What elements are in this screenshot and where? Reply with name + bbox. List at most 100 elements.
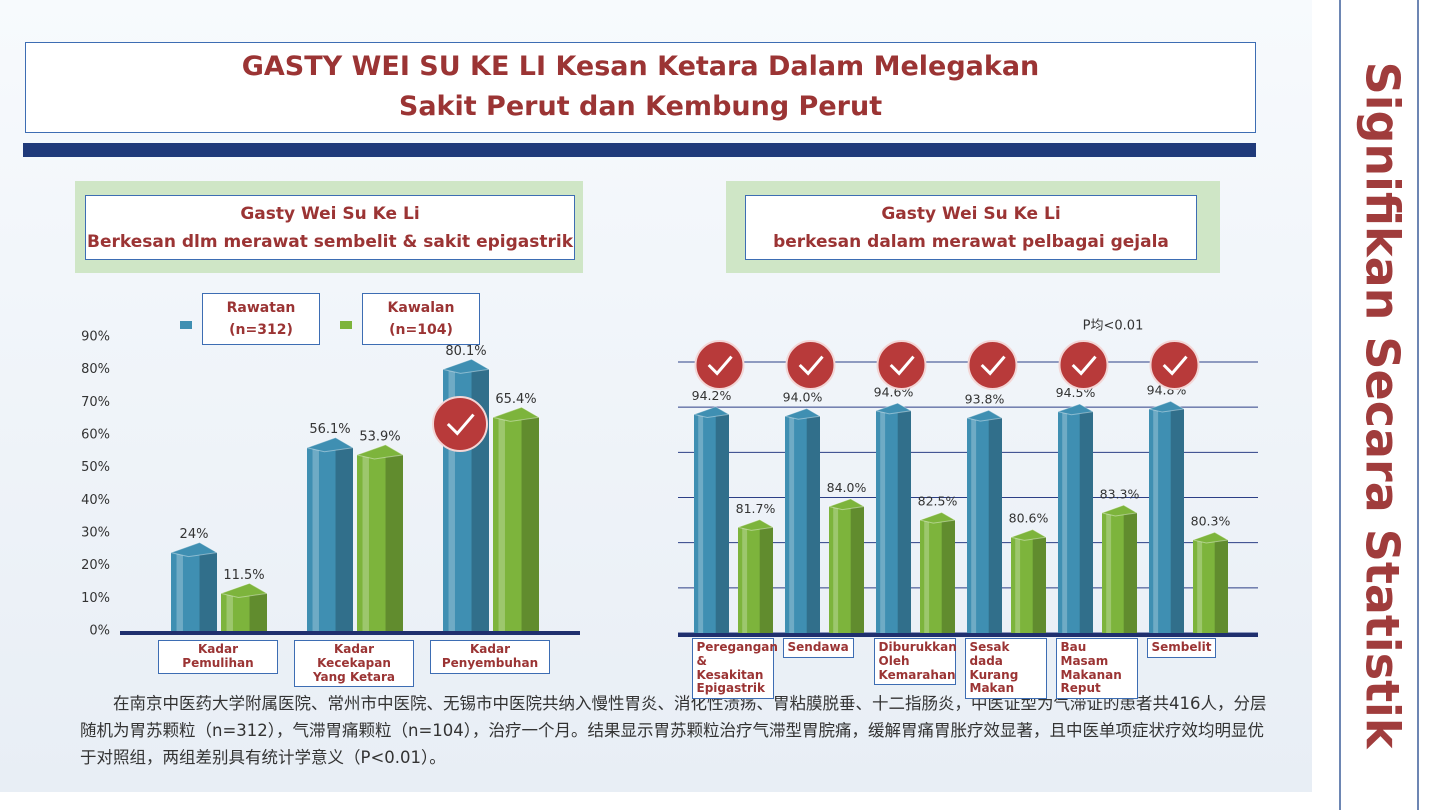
- bar: [221, 593, 267, 631]
- y-tick-label: 0%: [89, 624, 110, 639]
- legend-label: Kawalan (n=104): [362, 293, 480, 345]
- bar-side: [988, 418, 1002, 633]
- bar-cap: [783, 407, 822, 420]
- check-badge: [876, 340, 927, 390]
- bar-shine: [833, 506, 839, 633]
- value-label: 53.9%: [359, 429, 400, 444]
- bar-side: [759, 527, 773, 633]
- bar-shine: [1153, 408, 1159, 633]
- bar-shine: [742, 527, 748, 633]
- bar-cap: [169, 541, 219, 558]
- bar-side: [335, 447, 353, 631]
- panel-subtitle: berkesan dalam merawat pelbagai gejala: [773, 232, 1169, 252]
- panel-title: Gasty Wei Su Ke Li: [881, 204, 1061, 224]
- value-label: 56.1%: [309, 422, 350, 437]
- bar-cap: [1147, 400, 1186, 413]
- bar: [1193, 539, 1228, 633]
- bar-cap: [219, 582, 269, 598]
- annotation: P均<0.01: [1083, 319, 1144, 334]
- bar: [1102, 512, 1137, 633]
- bar-cap: [305, 437, 355, 453]
- y-tick-label: 30%: [81, 526, 110, 541]
- bar: [694, 414, 729, 633]
- category-label: Kadar Penyembuhan: [430, 640, 550, 674]
- bar-side: [1032, 537, 1046, 633]
- bar-shine: [176, 552, 183, 631]
- bar: [829, 506, 864, 633]
- bar-shine: [924, 520, 930, 633]
- check-badge: [694, 340, 745, 390]
- category-label: Diburukkan Oleh Kemarahan: [873, 638, 957, 686]
- y-tick-label: 90%: [81, 330, 110, 345]
- value-label: 80.1%: [445, 344, 486, 359]
- bar: [1058, 411, 1093, 633]
- divider-bar: [23, 143, 1256, 157]
- value-label: 11.5%: [223, 568, 264, 583]
- y-tick-label: 60%: [81, 428, 110, 443]
- value-label: 65.4%: [495, 392, 536, 407]
- value-label: 84.0%: [827, 480, 867, 495]
- bar: [171, 552, 217, 631]
- bar-side: [521, 417, 539, 631]
- bar-side: [897, 410, 911, 633]
- bar-cap: [1056, 403, 1095, 416]
- bar: [967, 418, 1002, 633]
- bar-side: [806, 416, 820, 633]
- check-badge: [1058, 340, 1109, 390]
- bar-shine: [498, 417, 505, 631]
- y-tick-label: 20%: [81, 558, 110, 573]
- value-label: 94.0%: [783, 390, 823, 405]
- category-label: Bau Masam Makanan Reput: [1055, 638, 1138, 700]
- legend-label: Rawatan (n=312): [202, 293, 320, 345]
- check-mark: [889, 355, 915, 376]
- category-label: Kadar Kecekapan Yang Ketara: [294, 640, 414, 688]
- bar: [1011, 537, 1046, 633]
- value-label: 81.7%: [736, 501, 776, 516]
- bar-shine: [362, 454, 369, 631]
- bar: [876, 410, 911, 633]
- bar-cap: [874, 402, 913, 415]
- check-mark: [1162, 355, 1188, 376]
- bar-cap: [1191, 531, 1230, 544]
- bar-side: [199, 552, 217, 631]
- note-paragraph: 在南京中医药大学附属医院、常州市中医院、无锡市中医院共纳入慢性胃炎、消化性溃疡、…: [80, 694, 1267, 767]
- check-mark: [1071, 355, 1097, 376]
- value-label: 82.5%: [918, 494, 958, 509]
- bar: [1149, 408, 1184, 633]
- bar-side: [1214, 539, 1228, 633]
- title-box: GASTY WEI SU KE LI Kesan Ketara Dalam Me…: [25, 42, 1256, 133]
- check-mark: [707, 355, 733, 376]
- check-mark: [798, 355, 824, 376]
- bar-cap: [1009, 528, 1048, 541]
- bar-shine: [226, 593, 233, 631]
- bar-cap: [441, 358, 491, 374]
- check-mark: [980, 355, 1006, 376]
- title-line: Sakit Perut dan Kembung Perut: [398, 91, 883, 122]
- category-label: Peregangan & Kesakitan Epigastrik: [691, 638, 778, 700]
- bar-side: [249, 593, 267, 631]
- check-badge: [785, 340, 836, 390]
- value-label: 24%: [180, 527, 209, 542]
- category-label: Sesak dada Kurang Makan: [964, 638, 1047, 700]
- bar-side: [1079, 411, 1093, 633]
- bar-cap: [491, 406, 541, 422]
- bar-side: [850, 506, 864, 633]
- y-tick-label: 40%: [81, 493, 110, 508]
- bar-cap: [827, 498, 866, 511]
- check-badge: [1149, 340, 1200, 390]
- bar-cap: [1100, 504, 1139, 517]
- panel-title-box: Gasty Wei Su Ke Li berkesan dalam merawa…: [745, 195, 1197, 260]
- bar-shine: [448, 369, 455, 631]
- y-tick-label: 10%: [81, 591, 110, 606]
- bar-shine: [1062, 411, 1068, 633]
- bar-shine: [1197, 539, 1203, 633]
- value-label: 93.8%: [965, 392, 1005, 407]
- bar-side: [1123, 512, 1137, 633]
- bar: [738, 527, 773, 633]
- category-label: Kadar Pemulihan: [158, 640, 278, 674]
- legend-swatch: [180, 321, 192, 329]
- bar-cap: [692, 406, 731, 418]
- value-label: 80.6%: [1009, 511, 1049, 526]
- bar-shine: [312, 447, 319, 631]
